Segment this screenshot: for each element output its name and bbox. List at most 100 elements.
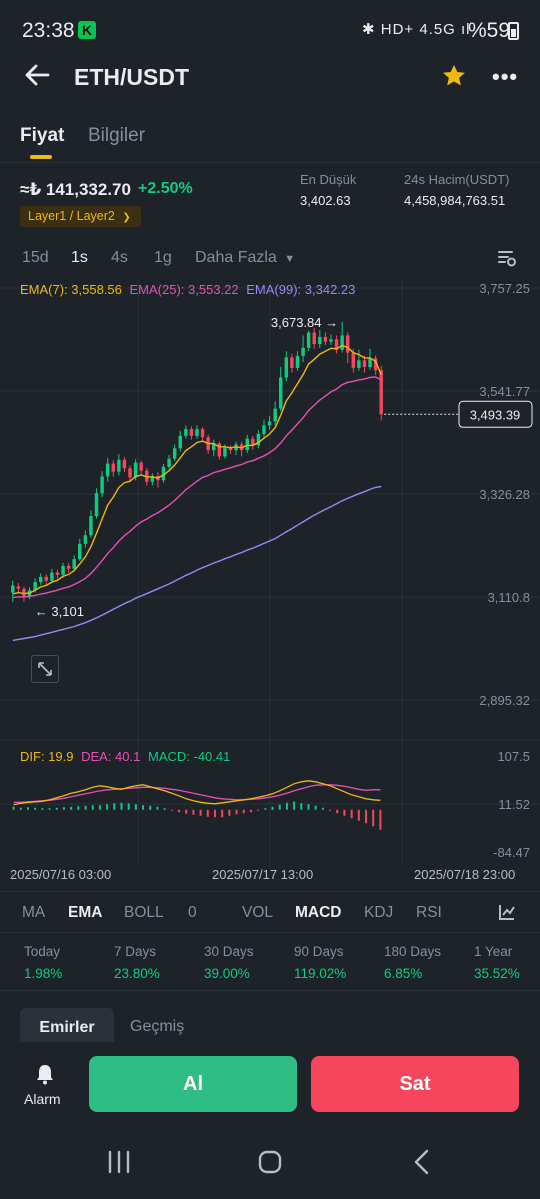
star-icon[interactable] [440, 62, 468, 90]
candle-body [245, 438, 249, 451]
indicator-macd[interactable]: MACD [295, 904, 342, 921]
macd-histogram-bar [300, 803, 303, 810]
macd-histogram-bar [106, 804, 109, 810]
candle-body [295, 355, 300, 368]
indicator-ma[interactable]: MA [22, 904, 46, 921]
period-value-90d: 119.02% [294, 966, 347, 981]
price-tick-label: 3,326.28 [479, 487, 530, 502]
candle-body [33, 582, 37, 591]
interval-15d[interactable]: 15d [22, 249, 49, 266]
period-value-180d: 6.85% [384, 966, 423, 981]
dea-line [13, 784, 381, 803]
indicator-ema[interactable]: EMA [68, 904, 103, 921]
period-label-7d: 7 Days [114, 944, 157, 959]
recents-icon[interactable] [106, 1150, 132, 1174]
caret-down-icon: ▼ [284, 253, 296, 265]
macd-histogram-bar [178, 809, 181, 813]
candle-body [55, 572, 60, 575]
candle-body [172, 448, 177, 459]
macd-histogram-bar [185, 809, 188, 814]
macd-tick-label: 107.5 [497, 749, 530, 764]
expand-chart-icon[interactable] [31, 655, 59, 683]
macd-histogram-bar [70, 806, 73, 810]
candle-body [306, 332, 311, 348]
tab-fiyat[interactable]: Fiyat [20, 125, 65, 146]
chart-grid [0, 278, 540, 866]
buy-button[interactable]: Al [89, 1056, 297, 1112]
indicator-zero[interactable]: 0 [188, 904, 197, 921]
candle-body [318, 336, 322, 345]
tab-gecmis[interactable]: Geçmiş [130, 1018, 185, 1035]
tab-emirler[interactable]: Emirler [20, 1008, 114, 1048]
macd-histogram-bar [84, 805, 87, 810]
macd-histogram-bar [213, 809, 216, 818]
candle-body [279, 377, 283, 409]
interval-1s[interactable]: 1s [71, 249, 88, 266]
status-icons: ✱ HD+ 4.5G ıl [362, 21, 471, 38]
macd-histogram-bar [98, 805, 101, 810]
current-price-box [458, 400, 533, 428]
volume-value: 4,458,984,763.51 [404, 193, 506, 208]
candle-body [89, 516, 93, 536]
candle-body [83, 535, 88, 544]
alarm-label[interactable]: Alarm [24, 1091, 61, 1107]
candle-body [273, 408, 277, 422]
macd-histogram-bar [113, 803, 116, 810]
indicator-boll[interactable]: BOLL [124, 904, 164, 921]
divider [0, 162, 540, 163]
macd-histogram-bar [249, 809, 252, 813]
candle-body [117, 459, 121, 472]
macd-histogram-bar [170, 809, 173, 811]
bell-icon[interactable] [33, 1062, 57, 1086]
candle-body [111, 463, 115, 472]
ema25-legend: EMA(25): 3,553.22 [129, 282, 239, 297]
candle-body [128, 468, 132, 478]
indicator-settings-icon[interactable] [497, 902, 517, 922]
macd-histogram-bar [91, 805, 94, 810]
macd-histogram-bar [343, 809, 346, 816]
ema25-line [12, 376, 382, 599]
period-label-90d: 90 Days [294, 944, 344, 959]
volume-label: 24s Hacim(USDT) [404, 172, 510, 187]
macd-histogram-bar [257, 809, 260, 811]
candle-body [340, 335, 344, 350]
interval-1g[interactable]: 1g [154, 249, 172, 266]
candle-body [379, 370, 383, 415]
macd-tick-label: 11.52 [498, 797, 530, 812]
macd-histogram-bar [293, 801, 296, 810]
indicator-rsi[interactable]: RSI [416, 904, 442, 921]
chart-settings-icon[interactable] [496, 247, 518, 269]
page-title: ETH/USDT [74, 64, 189, 90]
more-icon[interactable]: ••• [492, 64, 519, 89]
macd-histogram-bar [221, 809, 224, 818]
sell-button[interactable]: Sat [311, 1056, 519, 1112]
period-value-30d: 39.00% [204, 966, 250, 981]
indicator-kdj[interactable]: KDJ [364, 904, 394, 921]
macd-legend: DIF: 19.9 DEA: 40.1 MACD: -40.41 [20, 749, 230, 764]
macd-histogram-bar [314, 805, 317, 810]
candle-body [44, 576, 49, 581]
interval-4s[interactable]: 4s [111, 249, 128, 266]
candle-body [189, 429, 194, 436]
interval-more[interactable]: Daha Fazla ▼ [195, 249, 295, 267]
candle-body [329, 339, 333, 342]
home-icon[interactable] [257, 1149, 283, 1175]
back-arrow-icon[interactable] [22, 60, 52, 90]
macd-histogram-bar [192, 809, 195, 815]
macd-histogram-bar [62, 807, 65, 810]
macd-histogram-bar [134, 804, 137, 810]
candle-body [178, 435, 182, 449]
price-chart[interactable]: 3,757.25 3,541.77 3,326.28 3,110.8 2,895.32 3… [0, 278, 540, 890]
back-nav-icon[interactable] [410, 1149, 434, 1175]
category-tag[interactable]: Layer1 / Layer2 ❯ [20, 206, 141, 227]
macd-histogram-bar [156, 806, 159, 810]
candle-body [72, 559, 76, 569]
macd-histogram-bar [235, 809, 238, 815]
low-label: En Düşük [300, 172, 357, 187]
macd-histogram-bar [77, 806, 80, 810]
tab-bilgiler[interactable]: Bilgiler [88, 125, 146, 146]
candle-body [312, 332, 316, 345]
period-value-today: 1.98% [24, 966, 63, 981]
macd-histogram-bar [357, 809, 360, 821]
indicator-vol[interactable]: VOL [242, 904, 274, 921]
